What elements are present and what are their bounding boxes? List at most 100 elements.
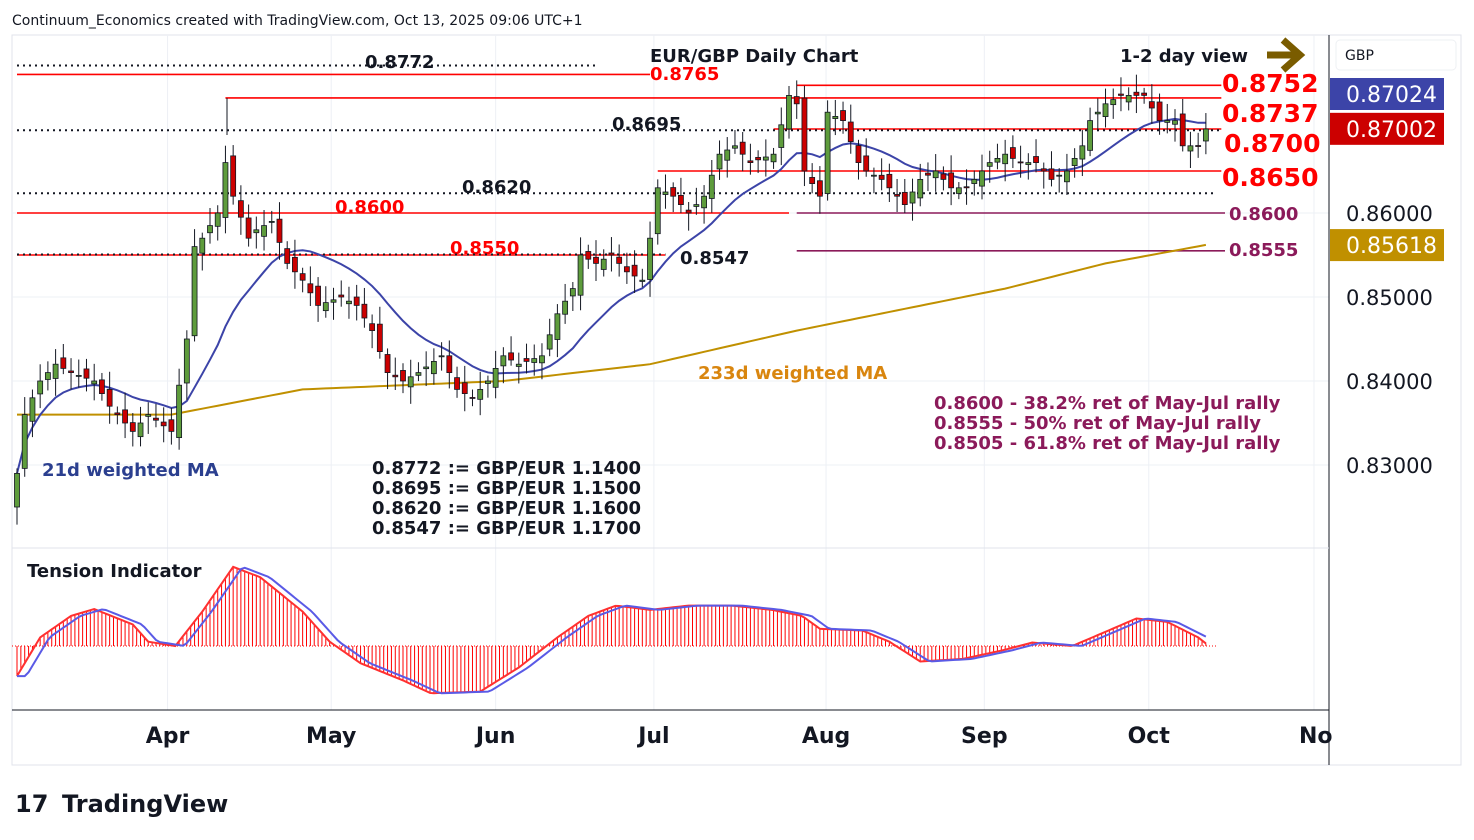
candle-body [1164, 120, 1171, 123]
candle [469, 389, 476, 407]
candle [1079, 130, 1086, 177]
candle [168, 408, 175, 445]
price-axis[interactable]: 0.86000 0.85000 0.84000 0.83000 0.87024 0.870… [1330, 78, 1444, 478]
candle [237, 185, 244, 235]
candle [631, 250, 638, 293]
conversion-note: 0.8695 := GBP/EUR 1.1500 [372, 478, 641, 499]
candle [971, 170, 978, 196]
candle-body [129, 422, 136, 432]
indicator-title: Tension Indicator [27, 561, 202, 582]
candle-body [21, 414, 28, 469]
candle-body [886, 173, 893, 189]
candle-body [616, 256, 623, 264]
level-label: 0.8600 [335, 197, 404, 218]
time-axis[interactable]: Apr May Jun Jul Aug Sep Oct No [146, 724, 1333, 749]
indicator-signal-line [17, 566, 1207, 695]
candle [778, 107, 785, 166]
candle-body [824, 111, 831, 194]
candle-body [940, 173, 947, 180]
candle-body [292, 256, 298, 273]
chart-title: EUR/GBP Daily Chart [650, 46, 859, 67]
candle [1202, 113, 1209, 155]
candle-body [485, 380, 491, 384]
candle-body [1071, 157, 1078, 166]
candle [1125, 87, 1132, 111]
candle-body [153, 417, 159, 421]
candle [1009, 135, 1016, 169]
candle-body [546, 334, 553, 350]
candle-body [1187, 145, 1194, 152]
level-label: 0.8765 [650, 64, 719, 85]
candle-body [1148, 101, 1155, 109]
candle [662, 174, 669, 209]
time-tick-label: Apr [146, 724, 190, 749]
candle [986, 150, 993, 183]
candle [485, 375, 491, 398]
candle [863, 138, 870, 177]
candle-body [222, 162, 229, 218]
time-tick-label: Sep [961, 724, 1008, 749]
candle-body [1172, 120, 1178, 125]
candle [315, 277, 321, 322]
candle-body [716, 153, 723, 170]
candle-body [276, 218, 283, 243]
currency-selector[interactable] [1335, 39, 1457, 71]
ma21-label: 21d weighted MA [42, 460, 219, 481]
price-badge [1330, 229, 1444, 262]
candle-body [83, 368, 90, 379]
tension-indicator [12, 565, 1218, 695]
candle-body [762, 156, 769, 161]
candle [106, 371, 113, 424]
candle [207, 208, 213, 244]
candle [531, 344, 538, 376]
candle [160, 407, 167, 443]
candle [183, 330, 190, 400]
candle-body [755, 156, 762, 161]
candle-body [230, 155, 237, 197]
candle-body [145, 414, 152, 417]
candle-body [106, 389, 113, 407]
candle-body [979, 170, 985, 187]
level-label: 0.8700 [1224, 129, 1320, 158]
candle-body [99, 379, 105, 395]
candle [284, 241, 291, 270]
candle-body [986, 162, 993, 167]
candle [847, 104, 854, 154]
candle [979, 154, 985, 200]
candle [871, 167, 877, 194]
candle-body [353, 296, 360, 306]
candle [1025, 153, 1032, 180]
level-label: 0.8555 [1229, 240, 1298, 261]
candle-body [1048, 168, 1055, 180]
price-tick-label: 0.85000 [1346, 286, 1433, 310]
candle-body [662, 191, 669, 195]
candle [747, 143, 754, 175]
candle-body [971, 178, 978, 184]
candle-body [461, 382, 468, 394]
candle [1071, 148, 1078, 178]
candle-body [639, 279, 646, 282]
candle [330, 287, 337, 320]
candle-body [183, 338, 190, 384]
tradingview-logo[interactable]: 17 TradingView [15, 790, 228, 818]
candle-body [346, 300, 352, 305]
price-tick-label: 0.84000 [1346, 370, 1433, 394]
candle [361, 287, 368, 328]
candle [253, 216, 260, 249]
candle [963, 169, 970, 205]
candle [91, 363, 98, 401]
candle-body [847, 121, 854, 143]
candle-body [176, 384, 183, 439]
candle [1118, 77, 1124, 112]
candle-body [1017, 161, 1024, 164]
candle-body [577, 254, 584, 296]
candle-body [60, 357, 67, 369]
candle-body [315, 285, 321, 306]
candle-body [894, 194, 900, 197]
candle [299, 267, 306, 293]
candle [415, 362, 422, 382]
candle [554, 304, 561, 358]
candle-body [469, 397, 476, 399]
candle [508, 336, 514, 366]
